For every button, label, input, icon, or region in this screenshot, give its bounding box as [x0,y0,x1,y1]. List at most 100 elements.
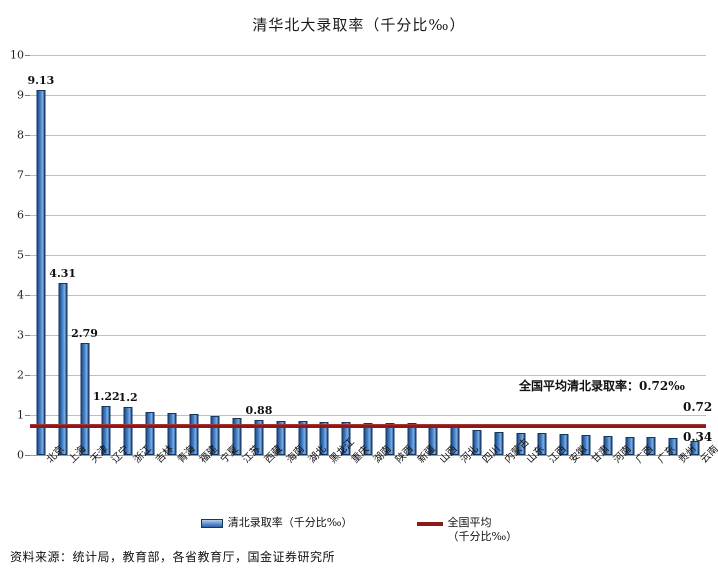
bar-slot: 1.22 [92,55,120,455]
bar-slot [641,55,663,455]
bar-slot [313,55,335,455]
gridline [30,375,706,376]
gridline [30,135,706,136]
bar [167,413,177,455]
legend-label-line: 全国平均 （千分比‰） [448,516,518,544]
bar-value-label: 1.22 [92,390,120,404]
gridline [30,335,706,336]
bar-slot [292,55,314,455]
y-axis-tick [25,375,30,376]
bar-slot [423,55,445,455]
line-swatch-icon [416,522,443,526]
bar [36,89,46,455]
bar-slot: 0.88 [245,55,273,455]
bar [276,420,286,455]
gridlines: 0 1 2 3 4 5 6 7 8 9 10 [10,49,706,462]
bar [298,421,308,455]
y-axis-tick-label: 1 [17,408,24,422]
bar-slot [466,55,488,455]
bar-slot [597,55,619,455]
y-axis-tick [25,95,30,96]
y-axis-tick [25,175,30,176]
bar-slot [532,55,554,455]
y-axis-tick-label: 9 [17,88,24,102]
bar [58,282,68,455]
y-axis-tick [25,335,30,336]
bar [537,433,547,455]
source-note: 资料来源：统计局，教育部，各省教育厅，国金证券研究所 [10,550,336,564]
bar [145,411,155,455]
bar-slot [662,55,684,455]
chart-title: 清华北大录取率（千分比‰） [252,16,466,34]
national-average-line [30,424,706,429]
gridline [30,215,706,216]
y-axis-tick-label: 3 [17,328,24,342]
bar-slot: 1.2 [117,55,139,455]
gridline [30,415,706,416]
average-line-value-label: 0.72 [683,400,713,414]
bar-slot [553,55,575,455]
bar [625,436,635,455]
bar [559,433,569,455]
y-axis-tick-label: 7 [17,168,24,182]
bar-slot [270,55,292,455]
bar-slot [357,55,379,455]
bar-slot [488,55,510,455]
y-axis-tick-label: 2 [17,368,24,382]
last-bar-value-label: 0.34 [683,430,713,444]
bar [189,414,199,455]
bar [603,435,613,455]
y-axis-tick [25,415,30,416]
plot-area: 0 1 2 3 4 5 6 7 8 9 10 9.13 4.31 2.79 1.22 1.2 0.88 [10,49,706,462]
gridline [30,455,706,456]
bar-series: 9.13 4.31 2.79 1.22 1.2 0.88 [27,55,706,455]
bar-slot [139,55,161,455]
chart-legend: 清北录取率（千分比‰） 全国平均 （千分比‰） [0,516,718,544]
bar-value-label: 1.2 [118,391,138,404]
y-axis-tick [25,255,30,256]
y-axis-tick-label: 10 [10,48,24,62]
bar [494,431,504,455]
y-axis-tick-label: 0 [17,448,24,462]
bar-slot: 2.79 [71,55,98,455]
gridline [30,55,706,56]
bar [668,438,678,455]
legend-label-line-part2: （千分比‰） [447,529,518,543]
bar [319,421,329,455]
bar [123,407,133,455]
bar [363,422,373,455]
bar-slot: 4.31 [49,55,77,455]
bar-swatch-icon [200,519,223,528]
bar [210,416,220,455]
bar-slot [204,55,226,455]
bar-slot [335,55,357,455]
bar-slot [183,55,205,455]
bar [341,422,351,455]
bar-slot [619,55,641,455]
y-axis-tick [25,455,30,456]
y-axis-tick [25,215,30,216]
bar-slot [684,55,706,455]
bar-value-label: 9.13 [27,73,55,87]
bar [646,437,656,455]
national-average-note: 全国平均清北录取率：0.72‰ [519,379,685,393]
bar-slot [575,55,597,455]
bar [385,423,395,455]
bar [690,441,700,455]
y-axis-tick-label: 6 [17,208,24,222]
bar-slot [401,55,423,455]
legend-label-bar: 清北录取率（千分比‰） [227,516,353,529]
bar-value-label: 4.31 [49,266,77,280]
bar-value-label: 0.88 [245,403,273,417]
bar [101,406,111,455]
x-axis-labels: 北京 上海 天津 辽宁 浙江 吉林 青海 福建 宁夏 江苏 西藏 海南 湖北 黑龙江 重庆 湖南 陕西 新疆 山西河… [30,437,718,515]
y-axis-tick [25,295,30,296]
bar [581,435,591,455]
bar [516,432,526,455]
legend-item-bar: 清北录取率（千分比‰） [200,516,353,530]
gridline [30,175,706,176]
gridline [30,255,706,256]
bar [232,417,242,455]
bar-slot: 9.13 [27,55,55,455]
